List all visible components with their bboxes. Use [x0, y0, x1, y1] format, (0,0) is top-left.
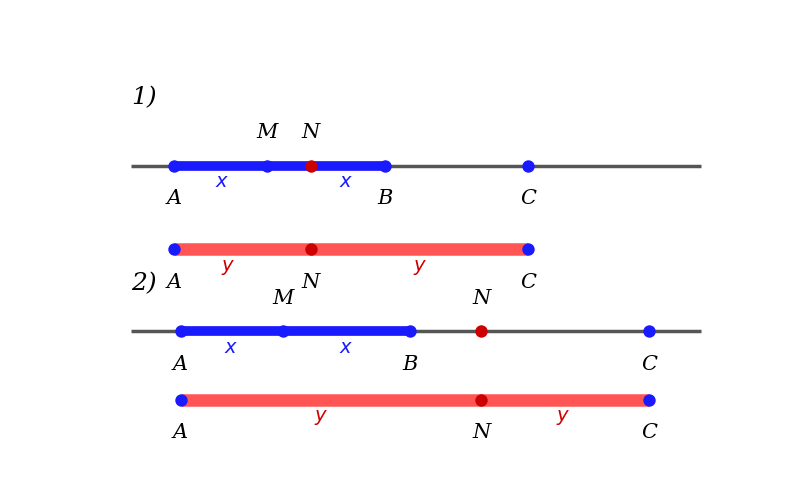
- Text: y: y: [414, 256, 425, 275]
- Text: y: y: [314, 406, 326, 425]
- Point: [403, 328, 416, 335]
- Text: y: y: [222, 256, 233, 275]
- Point: [379, 162, 392, 170]
- Point: [277, 328, 290, 335]
- Text: N: N: [302, 273, 320, 292]
- Point: [304, 246, 317, 253]
- Point: [168, 246, 181, 253]
- Text: B: B: [378, 189, 393, 208]
- Point: [522, 162, 534, 170]
- Text: M: M: [272, 288, 294, 308]
- Text: N: N: [472, 288, 490, 308]
- Text: x: x: [339, 338, 350, 357]
- Text: C: C: [520, 273, 536, 292]
- Point: [642, 396, 655, 404]
- Text: A: A: [173, 423, 188, 442]
- Text: C: C: [641, 423, 657, 442]
- Point: [475, 396, 488, 404]
- Point: [261, 162, 274, 170]
- Text: x: x: [225, 338, 236, 357]
- Point: [475, 328, 488, 335]
- Point: [174, 328, 187, 335]
- Text: C: C: [520, 189, 536, 208]
- Text: 1): 1): [131, 86, 157, 109]
- Text: A: A: [173, 355, 188, 374]
- Text: x: x: [215, 172, 226, 191]
- Point: [174, 396, 187, 404]
- Text: A: A: [167, 189, 182, 208]
- Text: x: x: [339, 172, 350, 191]
- Text: M: M: [257, 123, 278, 142]
- Point: [168, 162, 181, 170]
- Text: A: A: [167, 273, 182, 292]
- Text: C: C: [641, 355, 657, 374]
- Text: B: B: [402, 355, 418, 374]
- Text: 2): 2): [131, 272, 157, 295]
- Point: [642, 328, 655, 335]
- Text: N: N: [302, 123, 320, 142]
- Text: N: N: [472, 423, 490, 442]
- Point: [522, 246, 534, 253]
- Text: y: y: [556, 406, 568, 425]
- Point: [304, 162, 317, 170]
